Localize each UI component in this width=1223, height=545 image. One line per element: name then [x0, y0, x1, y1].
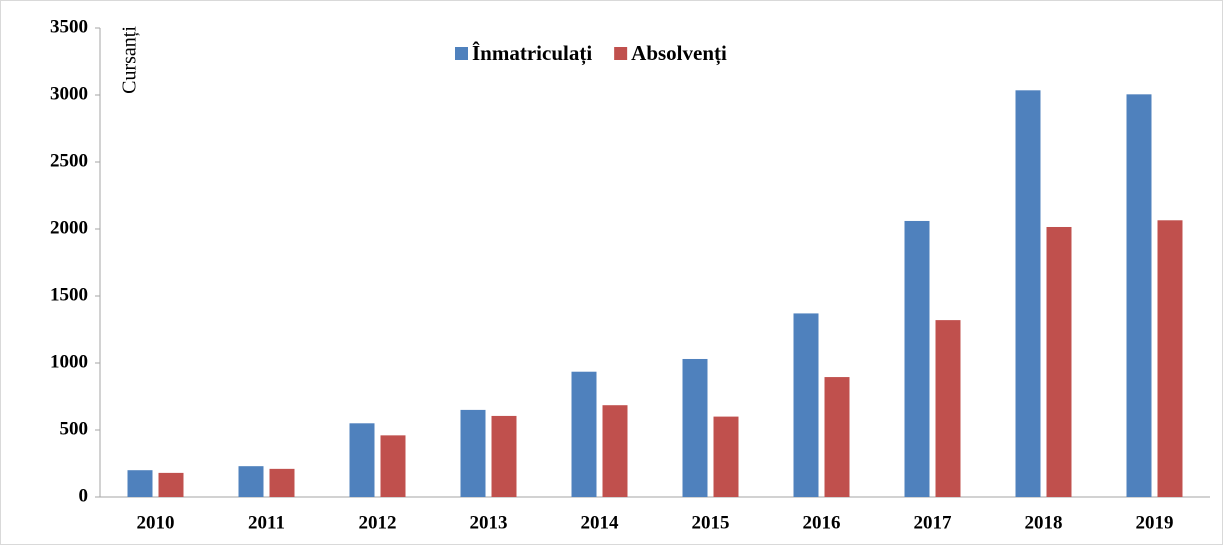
bar: [349, 423, 375, 497]
x-tick-label: 2017: [914, 512, 953, 533]
bar: [682, 358, 708, 497]
x-tick-label: 2019: [1136, 512, 1174, 533]
x-tick-label: 2012: [359, 512, 397, 533]
bar: [127, 470, 153, 497]
x-tick-label: 2016: [803, 512, 841, 533]
bar: [491, 415, 517, 497]
bar: [1157, 220, 1183, 498]
y-tick-label: 3500: [50, 16, 88, 37]
bar: [460, 409, 486, 497]
y-tick-label: 1000: [50, 351, 88, 372]
bar: [158, 472, 184, 497]
y-tick-label: 3000: [50, 83, 88, 104]
bar: [713, 416, 739, 497]
bar: [793, 313, 819, 497]
legend-label: Absolvenți: [631, 41, 727, 66]
legend-swatch: [455, 47, 468, 60]
bar: [1126, 94, 1152, 497]
bar: [1046, 226, 1072, 498]
y-tick-label: 2000: [50, 217, 88, 238]
legend-label: Înmatriculați: [472, 41, 592, 66]
bar: [602, 405, 628, 497]
bar: [935, 320, 961, 497]
bar: [824, 377, 850, 497]
y-tick-label: 2500: [50, 150, 88, 171]
x-tick-label: 2014: [581, 512, 620, 533]
y-tick-label: 0: [79, 485, 89, 506]
y-tick-label: 1500: [50, 284, 88, 305]
y-axis-label: Cursanți: [119, 26, 141, 94]
bar: [380, 435, 406, 497]
bar: [269, 468, 295, 497]
bar: [571, 371, 597, 497]
x-tick-label: 2010: [137, 512, 175, 533]
x-tick-label: 2018: [1025, 512, 1063, 533]
bar: [904, 220, 930, 497]
x-tick-label: 2011: [248, 512, 285, 533]
y-tick-label: 500: [60, 418, 89, 439]
x-tick-label: 2013: [470, 512, 508, 533]
bar: [238, 466, 264, 497]
x-tick-label: 2015: [692, 512, 730, 533]
bar: [1015, 90, 1041, 497]
legend-swatch: [614, 47, 628, 60]
